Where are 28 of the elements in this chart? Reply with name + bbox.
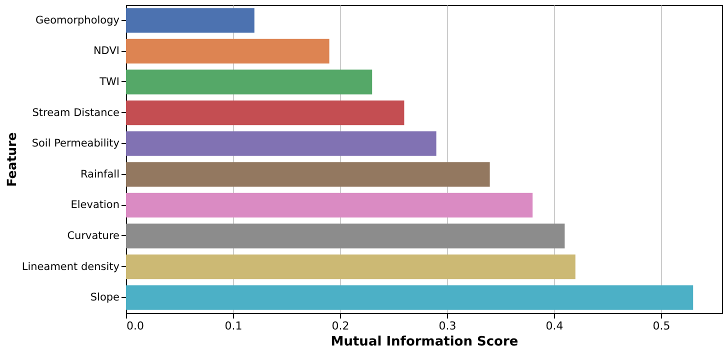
y-tick-label: Rainfall [80,168,120,180]
x-tick-label: 0.4 [546,320,564,332]
x-tick-label: 0.0 [126,320,144,332]
bar [126,224,565,248]
y-tick-label: Slope [90,292,120,304]
y-tick-label: Elevation [70,199,120,212]
y-tick-label: Lineament density [22,260,120,273]
bar [126,100,404,126]
bar [126,192,533,218]
x-tick-label: 0.5 [652,320,670,332]
y-tick-label: NDVI [93,45,120,58]
bar [126,285,694,310]
x-axis-title: Mutual Information Score [330,334,518,350]
y-tick-label: TWI [98,76,120,88]
y-tick-label: Geomorphology [36,14,120,26]
bar [126,131,436,156]
x-tick-label: 0.3 [438,320,456,332]
bar [126,162,490,187]
bar [126,254,576,280]
y-tick-label: Stream Distance [32,106,120,119]
bar [126,38,330,64]
x-tick-label: 0.2 [332,320,350,332]
y-tick-label: Soil Permeability [32,138,120,150]
bar [126,70,372,94]
y-axis-title: Feature [4,132,19,187]
x-tick-label: 0.1 [224,320,242,332]
y-tick-label: Curvature [67,230,120,242]
bar [126,8,254,33]
